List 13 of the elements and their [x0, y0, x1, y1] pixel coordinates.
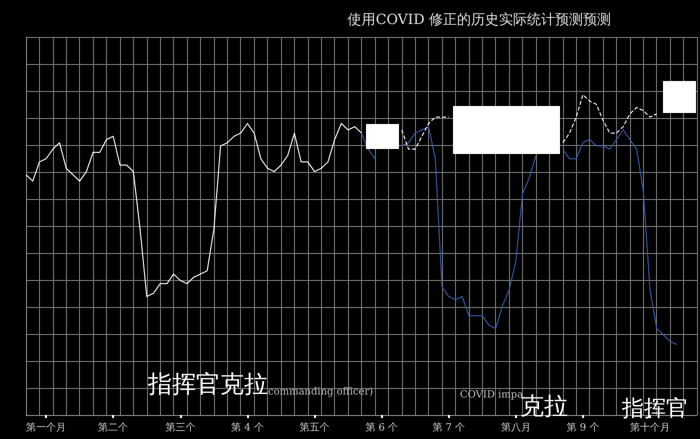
x-tick-label: 第 4 个 — [231, 422, 264, 434]
x-tick-label: 第三个 — [165, 422, 196, 434]
x-tick-label: 第十个月 — [630, 422, 670, 434]
x-tick-label: 第五个 — [300, 422, 330, 434]
x-tick-label: 第八月 — [500, 422, 531, 434]
annotation: 指挥官 — [621, 396, 688, 422]
x-tick-label: 第 9 个 — [566, 422, 600, 434]
x-tick-label: 第 7 个 — [432, 422, 466, 434]
x-tick-label: 第一个月 — [26, 422, 66, 434]
annotation: 指挥官克拉 — [147, 370, 268, 398]
chart-title: 使用COVID 修正的历史实际统计预测预测 — [348, 12, 612, 28]
x-tick-label: 第二个 — [98, 422, 128, 434]
x-tick-label: 第 6 个 — [365, 422, 398, 434]
